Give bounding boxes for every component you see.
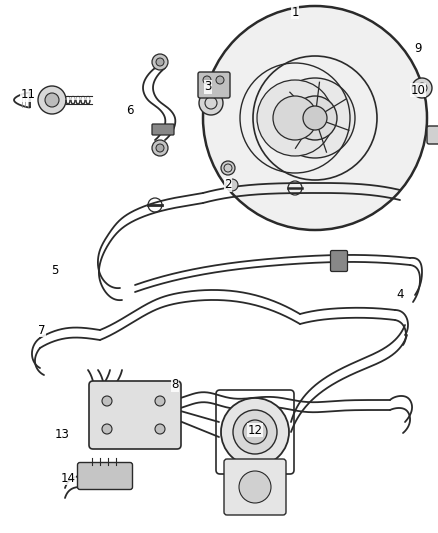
Text: 2: 2 xyxy=(224,179,232,191)
Text: 1: 1 xyxy=(291,5,299,19)
Circle shape xyxy=(155,424,165,434)
Circle shape xyxy=(412,78,432,98)
Text: 5: 5 xyxy=(51,263,59,277)
Circle shape xyxy=(152,140,168,156)
Circle shape xyxy=(303,106,327,130)
Circle shape xyxy=(102,396,112,406)
FancyBboxPatch shape xyxy=(224,459,286,515)
Text: 4: 4 xyxy=(396,288,404,302)
Circle shape xyxy=(156,144,164,152)
Circle shape xyxy=(155,396,165,406)
Circle shape xyxy=(45,93,59,107)
Circle shape xyxy=(221,398,289,466)
Text: 13: 13 xyxy=(55,429,70,441)
FancyBboxPatch shape xyxy=(89,381,181,449)
Circle shape xyxy=(203,6,427,230)
Circle shape xyxy=(257,80,333,156)
Circle shape xyxy=(156,58,164,66)
Circle shape xyxy=(229,461,281,513)
Circle shape xyxy=(152,54,168,70)
Circle shape xyxy=(239,471,271,503)
Circle shape xyxy=(221,161,235,175)
FancyBboxPatch shape xyxy=(78,463,133,489)
Circle shape xyxy=(233,410,277,454)
Circle shape xyxy=(226,179,238,191)
Text: 7: 7 xyxy=(38,324,46,336)
Circle shape xyxy=(243,420,267,444)
FancyBboxPatch shape xyxy=(427,126,438,144)
Circle shape xyxy=(293,96,337,140)
Text: 9: 9 xyxy=(414,42,422,54)
Circle shape xyxy=(102,424,112,434)
Circle shape xyxy=(203,76,211,84)
Circle shape xyxy=(275,78,355,158)
Text: 6: 6 xyxy=(126,103,134,117)
Text: 12: 12 xyxy=(247,424,262,437)
Text: 11: 11 xyxy=(21,88,35,101)
Text: 3: 3 xyxy=(204,80,212,93)
Circle shape xyxy=(199,91,223,115)
FancyBboxPatch shape xyxy=(152,124,174,135)
FancyBboxPatch shape xyxy=(331,251,347,271)
Text: 14: 14 xyxy=(60,472,75,484)
Circle shape xyxy=(38,86,66,114)
FancyBboxPatch shape xyxy=(198,72,230,98)
Circle shape xyxy=(216,76,224,84)
Text: 10: 10 xyxy=(410,84,425,96)
Text: 8: 8 xyxy=(171,378,179,392)
Circle shape xyxy=(273,96,317,140)
